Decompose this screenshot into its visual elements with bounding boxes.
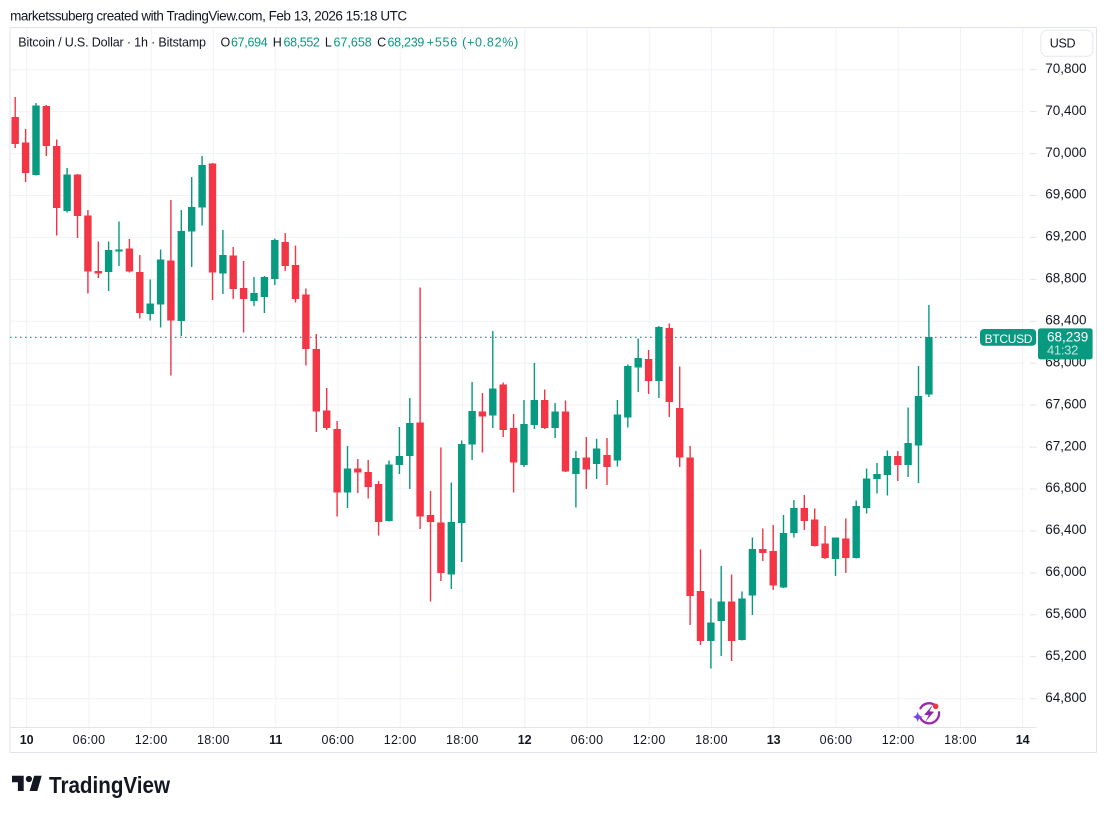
- svg-text:H: H: [273, 36, 282, 50]
- svg-text:64,800: 64,800: [1045, 690, 1086, 705]
- svg-text:18:00: 18:00: [197, 733, 230, 747]
- svg-text:69,200: 69,200: [1045, 229, 1086, 244]
- svg-text:06:00: 06:00: [820, 733, 853, 747]
- svg-text:67,658: 67,658: [334, 36, 372, 50]
- svg-text:+556 (+0.82%): +556 (+0.82%): [427, 36, 519, 50]
- svg-text:18:00: 18:00: [695, 733, 728, 747]
- svg-text:06:00: 06:00: [73, 733, 106, 747]
- svg-text:69,600: 69,600: [1045, 187, 1086, 202]
- svg-text:12:00: 12:00: [633, 733, 666, 747]
- svg-text:L: L: [325, 36, 332, 50]
- svg-text:12:00: 12:00: [882, 733, 915, 747]
- svg-text:41:32: 41:32: [1047, 343, 1078, 358]
- svg-text:70,000: 70,000: [1045, 145, 1086, 160]
- svg-text:66,400: 66,400: [1045, 522, 1086, 537]
- svg-text:70,400: 70,400: [1045, 103, 1086, 118]
- svg-text:18:00: 18:00: [446, 733, 479, 747]
- svg-text:14: 14: [1016, 733, 1030, 747]
- svg-text:70,800: 70,800: [1045, 61, 1086, 76]
- svg-text:12:00: 12:00: [384, 733, 417, 747]
- svg-text:66,000: 66,000: [1045, 564, 1086, 579]
- svg-text:12:00: 12:00: [135, 733, 168, 747]
- svg-text:68,552: 68,552: [284, 36, 320, 50]
- svg-text:O: O: [221, 36, 231, 50]
- svg-text:06:00: 06:00: [571, 733, 604, 747]
- svg-text:18:00: 18:00: [944, 733, 977, 747]
- svg-text:11: 11: [269, 733, 282, 747]
- svg-text:67,600: 67,600: [1045, 396, 1086, 411]
- svg-text:65,200: 65,200: [1045, 648, 1086, 663]
- svg-text:68,239: 68,239: [388, 36, 425, 50]
- svg-text:13: 13: [767, 733, 781, 747]
- svg-text:Bitcoin / U.S. Dollar · 1h · B: Bitcoin / U.S. Dollar · 1h · Bitstamp: [18, 36, 206, 50]
- svg-text:68,800: 68,800: [1045, 271, 1086, 286]
- svg-text:10: 10: [20, 733, 34, 747]
- svg-text:68,400: 68,400: [1045, 313, 1086, 328]
- svg-text:66,800: 66,800: [1045, 480, 1086, 495]
- svg-text:06:00: 06:00: [322, 733, 355, 747]
- svg-text:67,694: 67,694: [231, 36, 268, 50]
- svg-text:68,239: 68,239: [1047, 330, 1088, 345]
- svg-text:65,600: 65,600: [1045, 606, 1086, 621]
- svg-text:TradingView: TradingView: [49, 772, 171, 798]
- svg-text:USD: USD: [1050, 37, 1076, 51]
- svg-text:67,200: 67,200: [1045, 438, 1086, 453]
- svg-text:BTCUSD: BTCUSD: [985, 332, 1033, 346]
- svg-text:marketssuberg created with Tra: marketssuberg created with TradingView.c…: [10, 8, 407, 23]
- svg-text:12: 12: [518, 733, 532, 747]
- svg-text:C: C: [377, 36, 386, 50]
